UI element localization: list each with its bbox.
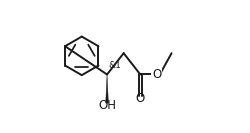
Polygon shape — [106, 74, 108, 103]
Text: OH: OH — [98, 99, 116, 112]
Text: O: O — [136, 92, 145, 105]
Text: &1: &1 — [108, 61, 121, 70]
Text: O: O — [152, 68, 162, 81]
